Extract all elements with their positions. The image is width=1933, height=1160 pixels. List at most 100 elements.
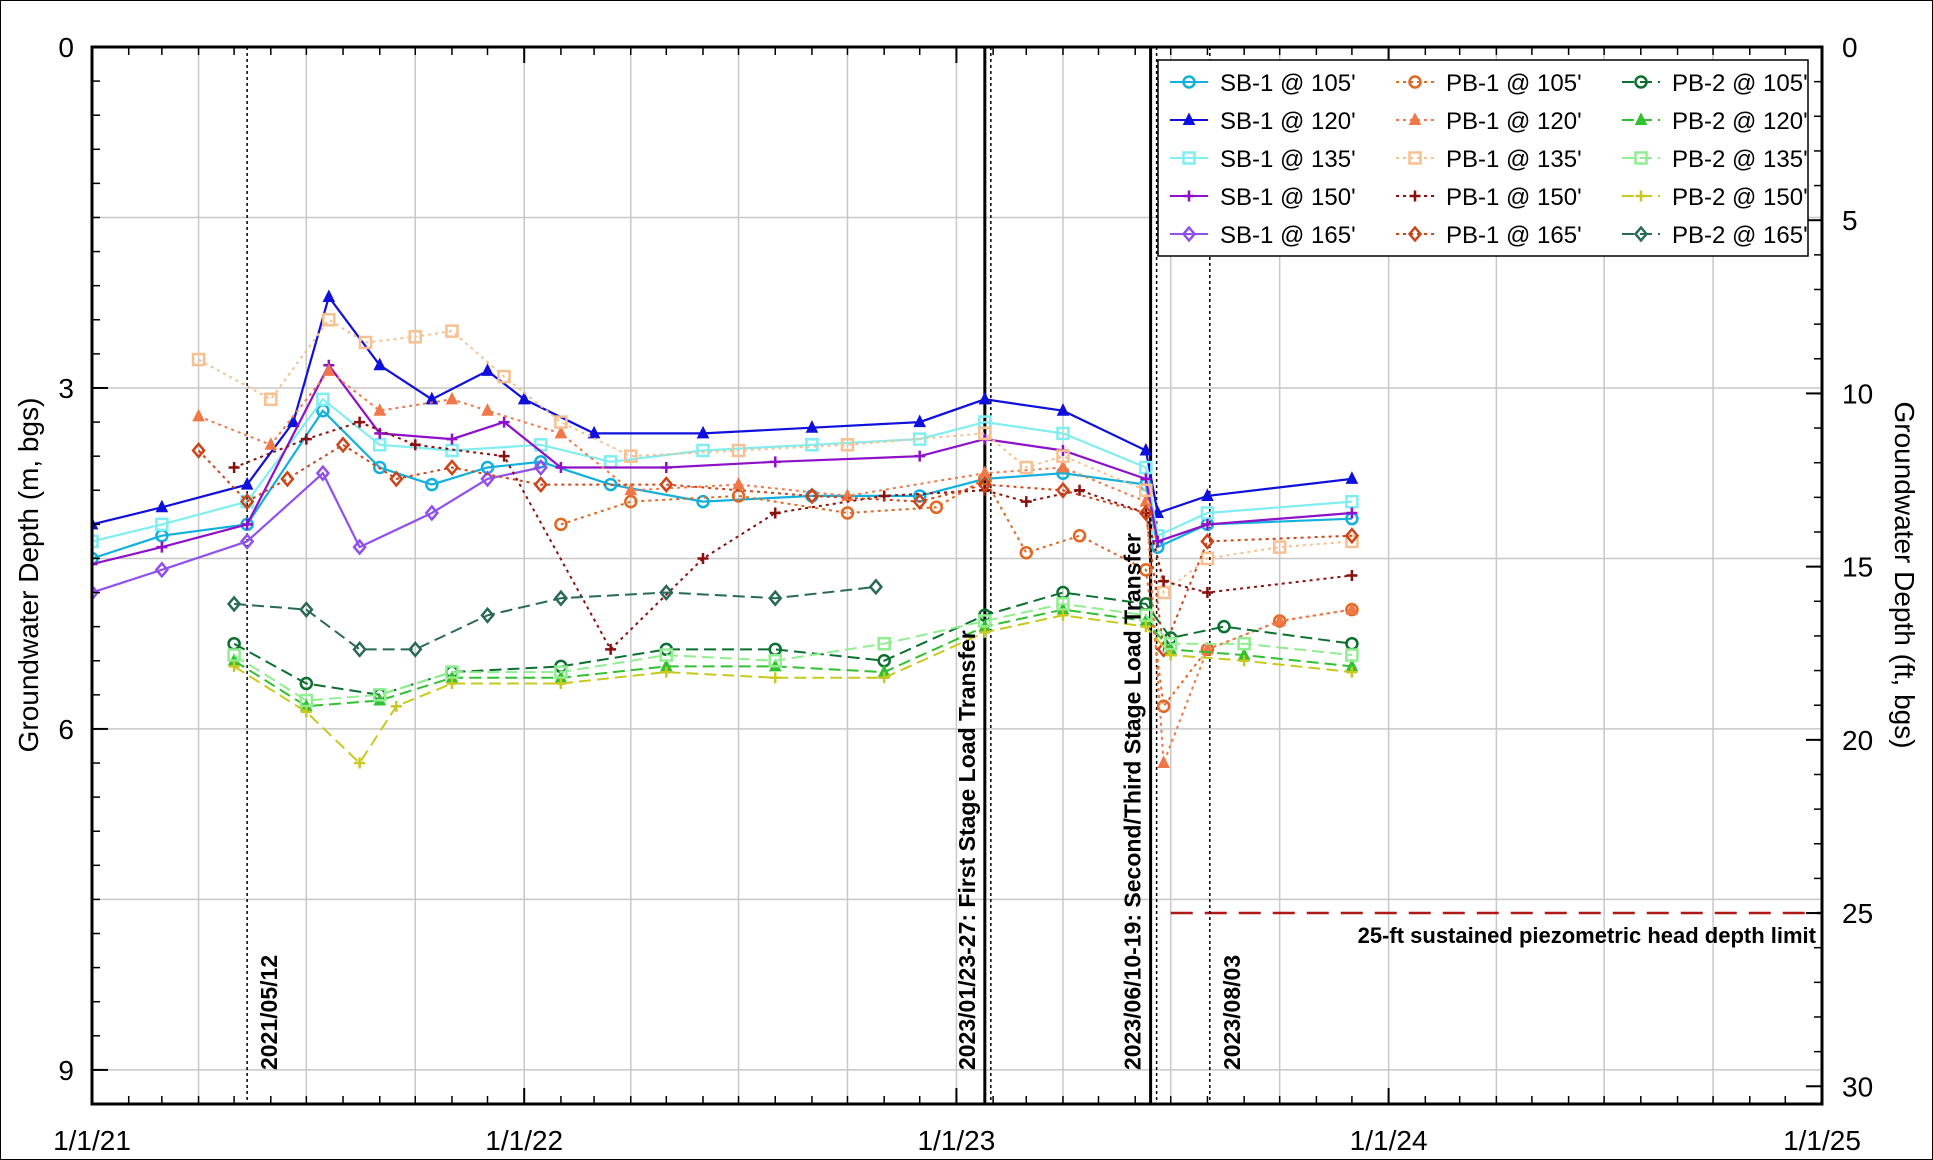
data-point bbox=[445, 443, 459, 458]
data-point bbox=[1019, 460, 1034, 475]
data-point bbox=[322, 313, 336, 327]
data-point bbox=[1056, 459, 1070, 473]
data-point bbox=[445, 324, 459, 338]
data-point bbox=[1056, 449, 1070, 463]
legend-swatch-marker bbox=[1634, 75, 1648, 89]
data-point bbox=[1201, 518, 1213, 530]
data-point bbox=[92, 558, 98, 570]
data-point bbox=[226, 595, 242, 613]
data-point bbox=[352, 640, 367, 658]
legend-swatch-marker bbox=[1633, 225, 1649, 243]
series-line bbox=[197, 443, 1352, 654]
data-point bbox=[605, 643, 617, 655]
data-point bbox=[1055, 481, 1071, 499]
data-point bbox=[1057, 609, 1069, 621]
data-point bbox=[480, 606, 495, 624]
data-point bbox=[978, 391, 992, 405]
data-point bbox=[554, 665, 568, 679]
data-point bbox=[1156, 585, 1171, 600]
data-point bbox=[1200, 506, 1215, 520]
data-point bbox=[481, 403, 494, 416]
data-point bbox=[358, 335, 373, 350]
legend-swatch-marker bbox=[1182, 151, 1196, 165]
data-point bbox=[555, 677, 567, 689]
series-sb-1-165 bbox=[92, 459, 548, 601]
data-point bbox=[408, 330, 423, 344]
depth-limit-label: 25-ft sustained piezometric head depth l… bbox=[1358, 923, 1817, 948]
data-point bbox=[1140, 473, 1152, 485]
data-point bbox=[1345, 601, 1359, 615]
data-point bbox=[534, 455, 548, 469]
data-point bbox=[1139, 608, 1153, 623]
data-point bbox=[240, 476, 254, 490]
legend-entry-label: PB-1 @ 135' bbox=[1446, 146, 1582, 173]
data-point bbox=[425, 477, 439, 492]
data-point bbox=[192, 408, 205, 422]
data-point bbox=[1020, 496, 1032, 508]
data-point bbox=[300, 433, 312, 445]
data-point bbox=[498, 450, 510, 462]
data-point bbox=[372, 460, 387, 475]
data-point bbox=[315, 464, 331, 482]
data-point bbox=[1346, 570, 1358, 581]
data-point bbox=[1139, 460, 1153, 475]
y-tick-label: 0 bbox=[58, 32, 74, 63]
series-layer bbox=[92, 289, 1360, 769]
series-pb-2-135 bbox=[227, 597, 1359, 708]
data-point bbox=[554, 415, 568, 429]
legend-swatch-marker bbox=[1182, 75, 1196, 89]
event-label: 2023/06/10-19: Second/Third Stage Load T… bbox=[1120, 533, 1146, 1070]
data-point bbox=[769, 672, 781, 684]
legend-entry-label: PB-2 @ 120' bbox=[1672, 108, 1808, 135]
data-point bbox=[299, 676, 314, 691]
data-point bbox=[191, 442, 206, 459]
data-point bbox=[264, 392, 278, 407]
data-point bbox=[659, 584, 674, 601]
data-point bbox=[660, 666, 672, 678]
data-point bbox=[299, 693, 314, 708]
data-point bbox=[1346, 666, 1358, 678]
series-line bbox=[92, 397, 1352, 543]
data-point bbox=[554, 517, 568, 532]
data-point bbox=[155, 517, 169, 532]
data-point bbox=[372, 688, 387, 702]
data-point bbox=[335, 436, 351, 454]
data-point bbox=[659, 476, 674, 494]
x-tick-label: 1/1/25 bbox=[1783, 1125, 1861, 1156]
data-point bbox=[1019, 546, 1034, 560]
data-point bbox=[768, 653, 782, 668]
y2-tick-label: 0 bbox=[1842, 32, 1858, 63]
data-point bbox=[1165, 649, 1177, 661]
data-point bbox=[1152, 535, 1164, 547]
legend-entry-label: SB-1 @ 120' bbox=[1220, 108, 1356, 135]
data-point bbox=[155, 499, 169, 513]
series-line bbox=[198, 318, 1352, 595]
data-point bbox=[354, 757, 366, 769]
data-point bbox=[1156, 699, 1171, 713]
data-point bbox=[1056, 426, 1070, 441]
data-point bbox=[446, 433, 458, 445]
data-point bbox=[1156, 640, 1171, 658]
depth-limit-layer: 25-ft sustained piezometric head depth l… bbox=[1170, 911, 1822, 948]
data-point bbox=[444, 459, 460, 476]
data-point bbox=[239, 532, 255, 550]
data-point bbox=[239, 493, 255, 511]
y-tick-label: 6 bbox=[58, 714, 74, 745]
data-point bbox=[696, 443, 710, 458]
data-point bbox=[1074, 484, 1086, 496]
series-pb-1-150 bbox=[228, 416, 1358, 655]
data-point bbox=[354, 416, 366, 428]
series-line bbox=[233, 421, 1353, 652]
data-point bbox=[1072, 528, 1087, 543]
legend-swatch-marker bbox=[1408, 112, 1422, 125]
data-point bbox=[554, 425, 568, 439]
legend-swatch-marker bbox=[1407, 225, 1423, 243]
data-point bbox=[533, 476, 548, 494]
data-point bbox=[1346, 507, 1358, 519]
legend-entry-label: SB-1 @ 165' bbox=[1220, 222, 1356, 249]
x-tick-label: 1/1/24 bbox=[1350, 1125, 1428, 1156]
data-point bbox=[228, 660, 240, 672]
data-point bbox=[731, 443, 746, 458]
legend-swatch-marker bbox=[1408, 151, 1422, 165]
legend-box bbox=[1157, 59, 1809, 257]
